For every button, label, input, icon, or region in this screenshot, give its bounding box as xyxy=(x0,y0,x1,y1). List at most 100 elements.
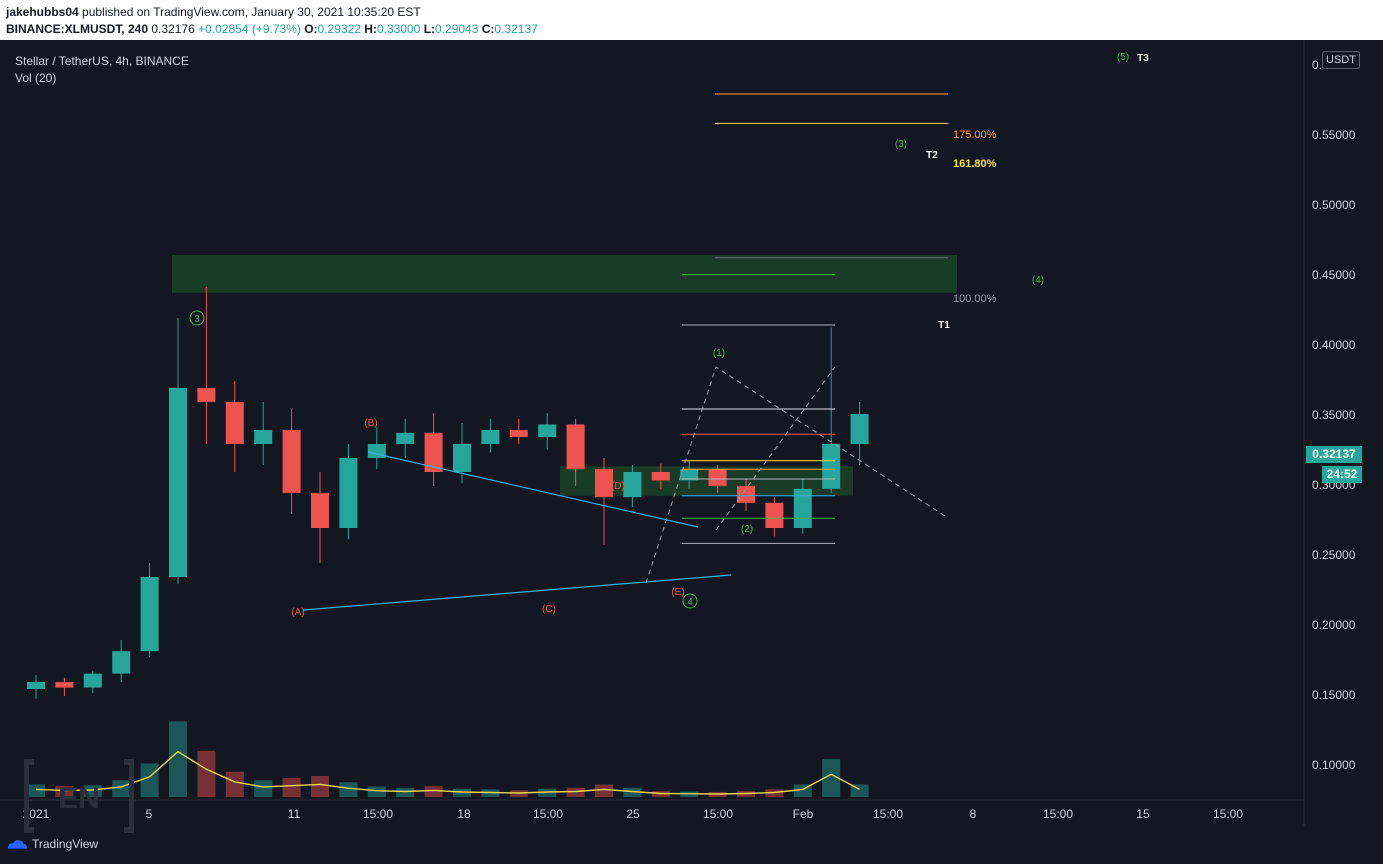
published-text: published on TradingView.com, January 30… xyxy=(78,5,421,19)
chart-canvas[interactable]: 3 4 (A) (B) (C) (D) (E) (1) (2) (3) (4) … xyxy=(0,40,1383,864)
price-tick: 0.35000 xyxy=(1312,408,1356,422)
watermark-bracket-right xyxy=(124,759,134,833)
volume-legend[interactable]: Vol (20) xyxy=(15,71,57,85)
axes: 0.10000 0.15000 0.20000 0.25000 0.30000 … xyxy=(0,40,1356,826)
volume-bar xyxy=(27,784,45,797)
triangle-upper-trendline xyxy=(367,451,699,528)
price-tick: 0.15000 xyxy=(1312,688,1356,702)
time-tick: 15:00 xyxy=(363,807,393,821)
wave-2-label: (2) xyxy=(741,524,753,535)
watermark-text: EN xyxy=(58,782,100,815)
candle-body xyxy=(850,414,869,444)
wave-4-target-label: (4) xyxy=(1032,275,1044,286)
symbol-label: BINANCE:XLMUSDT, 240 xyxy=(6,22,149,36)
candle xyxy=(83,670,102,694)
chart-legend-title[interactable]: Stellar / TetherUS, 4h, BINANCE xyxy=(15,54,189,68)
last-price-badge: 0.32137 xyxy=(1306,446,1362,463)
tradingview-cloud-icon xyxy=(7,840,28,849)
price-tick: 0.50000 xyxy=(1312,198,1356,212)
wave4-circle xyxy=(682,593,698,609)
candle-body xyxy=(140,577,159,652)
volume-bar xyxy=(140,763,159,797)
target-t2-label: T2 xyxy=(926,150,938,161)
wave4-label: 4 xyxy=(687,597,693,608)
candle xyxy=(55,677,74,696)
volume-bar xyxy=(311,776,329,797)
candle xyxy=(396,418,415,458)
candle-body xyxy=(623,472,642,498)
time-tick: 15:00 xyxy=(1213,807,1243,821)
zones xyxy=(172,255,957,496)
projection-dashed-path xyxy=(645,366,949,584)
candle xyxy=(424,413,443,486)
watermark-bracket-left xyxy=(24,759,34,833)
wave3-label: 3 xyxy=(194,314,200,325)
candle xyxy=(680,460,699,489)
candle-body xyxy=(822,444,841,489)
time-tick: 25 xyxy=(626,807,640,821)
ohlc-line: BINANCE:XLMUSDT, 240 0.32176 +0.02854 (+… xyxy=(6,22,538,36)
wave3-circle xyxy=(189,310,205,326)
fib-161-label: 161.80% xyxy=(953,158,997,170)
candles xyxy=(27,287,869,699)
publisher-line: jakehubbs04 published on TradingView.com… xyxy=(6,5,421,19)
time-tick: 18 xyxy=(457,807,471,821)
close-value: 0.32137 xyxy=(494,22,538,36)
drawings xyxy=(302,93,949,611)
publisher-name[interactable]: jakehubbs04 xyxy=(6,5,79,19)
candle-body xyxy=(737,486,755,503)
target-t3-label: T3 xyxy=(1137,53,1149,64)
candle-body xyxy=(595,469,613,498)
wave-5-target-label: (5) xyxy=(1117,52,1129,63)
wave-d-label: (D) xyxy=(611,481,625,492)
wave-3-target-label: (3) xyxy=(895,139,907,150)
candle-body xyxy=(680,469,699,481)
candle xyxy=(509,418,528,444)
candle xyxy=(595,458,613,545)
candle-body xyxy=(765,502,784,528)
low-label: L: xyxy=(423,22,436,36)
volume-moving-average xyxy=(35,750,860,795)
candle-body xyxy=(509,430,528,437)
volume-bar xyxy=(83,785,102,797)
candle-body xyxy=(27,682,45,689)
candle-body xyxy=(254,430,273,444)
candle xyxy=(169,318,187,584)
tradingview-logo[interactable]: TradingView xyxy=(6,837,98,851)
tradingview-text: TradingView xyxy=(32,837,99,851)
candle-body xyxy=(339,458,358,528)
price-tick: 0.55000 xyxy=(1312,128,1356,142)
price-tick: 0.20000 xyxy=(1312,618,1356,632)
price-tick: 0.45000 xyxy=(1312,268,1356,282)
volume-bar xyxy=(282,778,301,797)
volume-bar xyxy=(112,780,131,797)
wave-c-label: (C) xyxy=(542,604,556,615)
volume-bars xyxy=(27,721,869,797)
candle xyxy=(112,640,131,682)
currency-badge[interactable]: USDT xyxy=(1322,51,1360,69)
target-t1-label: T1 xyxy=(938,320,950,331)
price-tick: 0.40000 xyxy=(1312,338,1356,352)
candle-body xyxy=(453,444,471,472)
wave-a-label: (A) xyxy=(291,607,304,618)
candle-body xyxy=(55,682,74,688)
publisher-header: jakehubbs04 published on TradingView.com… xyxy=(0,0,1383,40)
volume-bar xyxy=(396,787,415,797)
fib-175-label: 175.00% xyxy=(953,129,997,141)
price-tick: 0.10000 xyxy=(1312,758,1356,772)
projection-dashed-line xyxy=(715,366,836,531)
low-value: 0.29043 xyxy=(435,22,479,36)
candle xyxy=(367,427,386,470)
open-label: O: xyxy=(304,22,318,36)
volume-bar xyxy=(623,787,642,797)
time-tick: 15:00 xyxy=(533,807,563,821)
candle xyxy=(765,497,784,537)
candle-body xyxy=(708,469,727,486)
volume-bar xyxy=(481,789,500,797)
time-tick: 15:00 xyxy=(703,807,733,821)
candle xyxy=(197,287,216,444)
candle xyxy=(282,409,301,514)
price-change: +0.02854 (+9.73%) xyxy=(198,22,301,36)
wave-1-label: (1) xyxy=(713,348,725,359)
time-tick: 2021 xyxy=(23,807,50,821)
